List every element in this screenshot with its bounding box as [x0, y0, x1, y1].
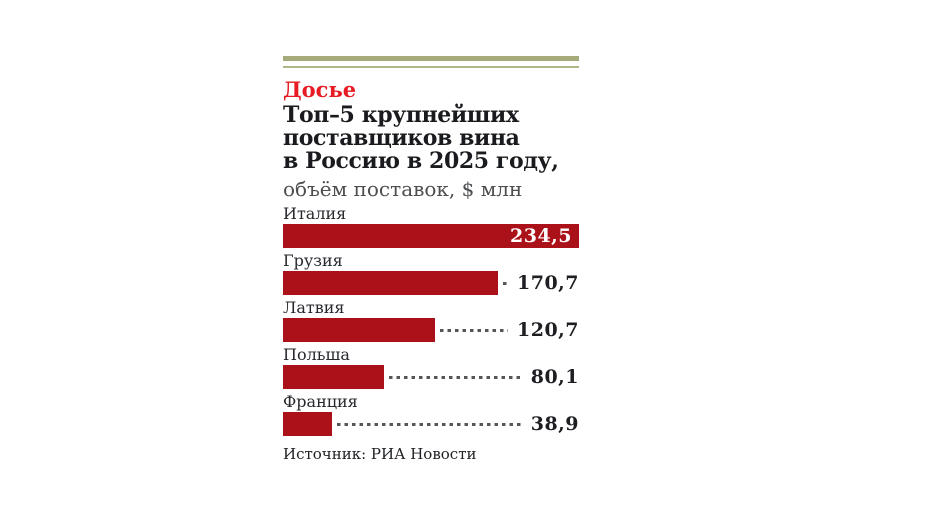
dashed-leader-poland: [389, 375, 522, 379]
dossier-panel: Досье Топ–5 крупнейших поставщиков вина …: [283, 56, 579, 463]
chart-row-poland: Польша 80,1: [283, 345, 579, 389]
bar-latvia: [283, 318, 436, 342]
top-rule-thick: [283, 56, 579, 61]
value-label-italy: 234,5: [510, 225, 572, 247]
chart-row-france: Франция 38,9: [283, 392, 579, 436]
value-label-poland: 80,1: [530, 366, 579, 388]
chart-title-line-1: Топ–5 крупнейших: [283, 102, 519, 128]
chart-row-georgia: Грузия 170,7: [283, 251, 579, 295]
dashed-leader-latvia: [440, 328, 508, 332]
chart-row-italy: Италия 234,5: [283, 204, 579, 248]
bar-line-poland: 80,1: [283, 365, 579, 389]
category-label-italy: Италия: [283, 204, 347, 223]
chart-row-latvia: Латвия 120,7: [283, 298, 579, 342]
value-label-georgia: 170,7: [517, 272, 579, 294]
bar-line-france: 38,9: [283, 412, 579, 436]
source-note: Источник: РИА Новости: [283, 445, 477, 463]
bar-georgia: [283, 271, 499, 295]
chart-subtitle: объём поставок, $ млн: [283, 177, 523, 201]
chart-title: Топ–5 крупнейших поставщиков вина в Росс…: [283, 104, 579, 173]
bar-line-italy: 234,5: [283, 224, 579, 248]
top-rule-thin: [283, 66, 579, 68]
chart-title-line-3: в Россию в 2025 году,: [283, 148, 559, 174]
section-kicker: Досье: [283, 77, 357, 102]
dashed-leader-france: [337, 422, 522, 426]
category-label-latvia: Латвия: [283, 298, 345, 317]
value-label-france: 38,9: [530, 413, 579, 435]
bar-line-georgia: 170,7: [283, 271, 579, 295]
value-label-latvia: 120,7: [517, 319, 579, 341]
category-label-poland: Польша: [283, 345, 350, 364]
dashed-leader-georgia: [503, 281, 508, 285]
chart-title-line-2: поставщиков вина: [283, 125, 520, 151]
bar-line-latvia: 120,7: [283, 318, 579, 342]
bar-chart: Италия 234,5 Грузия 170,7 Латвия: [283, 204, 579, 436]
bar-poland: [283, 365, 385, 389]
bar-france: [283, 412, 333, 436]
bar-italy: 234,5: [283, 224, 579, 248]
category-label-georgia: Грузия: [283, 251, 343, 270]
category-label-france: Франция: [283, 392, 358, 411]
